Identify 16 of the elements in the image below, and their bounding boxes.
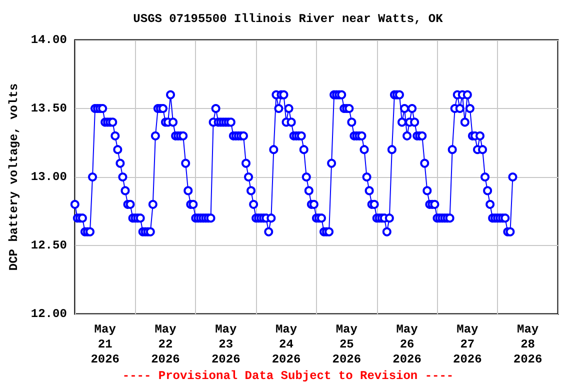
y-tick-label: 13.00: [30, 170, 67, 184]
y-tick-label: 13.50: [30, 102, 67, 116]
y-axis-title: DCP battery voltage, volts: [7, 83, 21, 271]
y-tick-label: 12.50: [30, 238, 67, 252]
x-tick-label: May 26 2026: [392, 322, 422, 366]
x-tick-label: May 24 2026: [272, 322, 301, 366]
y-tick-label: 12.00: [30, 307, 67, 321]
text: ---- Provisional Data Subject to Revision ----: [122, 369, 454, 383]
x-tick-label: May 23 2026: [211, 322, 240, 366]
y-tick-label: 14.00: [30, 33, 67, 47]
chart-title: USGS 07195500 Illinois River near Watts, OK: [133, 12, 444, 26]
x-tick-label: May 27 2026: [453, 322, 482, 366]
x-tick-label: May 22 2026: [151, 322, 180, 366]
x-tick-label: May 21 2026: [90, 322, 120, 366]
x-tick-label: May 28 2026: [513, 322, 542, 366]
x-tick-label: May 25 2026: [332, 322, 362, 366]
